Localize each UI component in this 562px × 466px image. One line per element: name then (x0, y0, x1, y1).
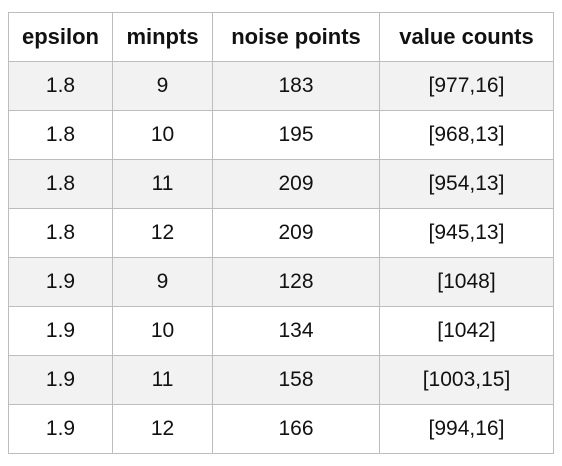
cell-epsilon: 1.8 (8, 110, 113, 160)
cell-noise-points: 195 (212, 110, 380, 160)
cell-minpts: 12 (112, 404, 213, 454)
table-header: epsilon minpts noise points value counts (8, 12, 554, 62)
cell-epsilon: 1.9 (8, 355, 113, 405)
cell-minpts: 10 (112, 306, 213, 356)
header-row: epsilon minpts noise points value counts (8, 12, 554, 62)
table-row: 1.9 10 134 [1042] (8, 306, 554, 356)
cell-value-counts: [954,13] (379, 159, 554, 209)
cell-noise-points: 158 (212, 355, 380, 405)
cell-minpts: 9 (112, 61, 213, 111)
cell-value-counts: [1048] (379, 257, 554, 307)
results-table: epsilon minpts noise points value counts… (8, 12, 554, 454)
table-row: 1.8 11 209 [954,13] (8, 159, 554, 209)
cell-minpts: 11 (112, 355, 213, 405)
cell-epsilon: 1.9 (8, 306, 113, 356)
cell-minpts: 12 (112, 208, 213, 258)
cell-noise-points: 209 (212, 208, 380, 258)
cell-minpts: 11 (112, 159, 213, 209)
cell-noise-points: 183 (212, 61, 380, 111)
results-table-container: epsilon minpts noise points value counts… (8, 12, 554, 454)
cell-epsilon: 1.8 (8, 159, 113, 209)
cell-epsilon: 1.8 (8, 208, 113, 258)
cell-minpts: 10 (112, 110, 213, 160)
header-noise-points: noise points (212, 12, 380, 62)
table-row: 1.9 11 158 [1003,15] (8, 355, 554, 405)
table-row: 1.9 12 166 [994,16] (8, 404, 554, 454)
cell-value-counts: [968,13] (379, 110, 554, 160)
header-minpts: minpts (112, 12, 213, 62)
cell-noise-points: 134 (212, 306, 380, 356)
table-row: 1.9 9 128 [1048] (8, 257, 554, 307)
cell-value-counts: [1042] (379, 306, 554, 356)
cell-noise-points: 128 (212, 257, 380, 307)
table-body: 1.8 9 183 [977,16] 1.8 10 195 [968,13] 1.8 11 209[… (8, 61, 554, 454)
cell-noise-points: 209 (212, 159, 380, 209)
table-row: 1.8 9 183 [977,16] (8, 61, 554, 111)
table-row: 1.8 12 209 [945,13] (8, 208, 554, 258)
cell-value-counts: [994,16] (379, 404, 554, 454)
table-row: 1.8 10 195 [968,13] (8, 110, 554, 160)
cell-epsilon: 1.8 (8, 61, 113, 111)
cell-epsilon: 1.9 (8, 257, 113, 307)
cell-noise-points: 166 (212, 404, 380, 454)
cell-epsilon: 1.9 (8, 404, 113, 454)
header-epsilon: epsilon (8, 12, 113, 62)
cell-value-counts: [977,16] (379, 61, 554, 111)
header-value-counts: value counts (379, 12, 554, 62)
cell-value-counts: [945,13] (379, 208, 554, 258)
cell-value-counts: [1003,15] (379, 355, 554, 405)
cell-minpts: 9 (112, 257, 213, 307)
